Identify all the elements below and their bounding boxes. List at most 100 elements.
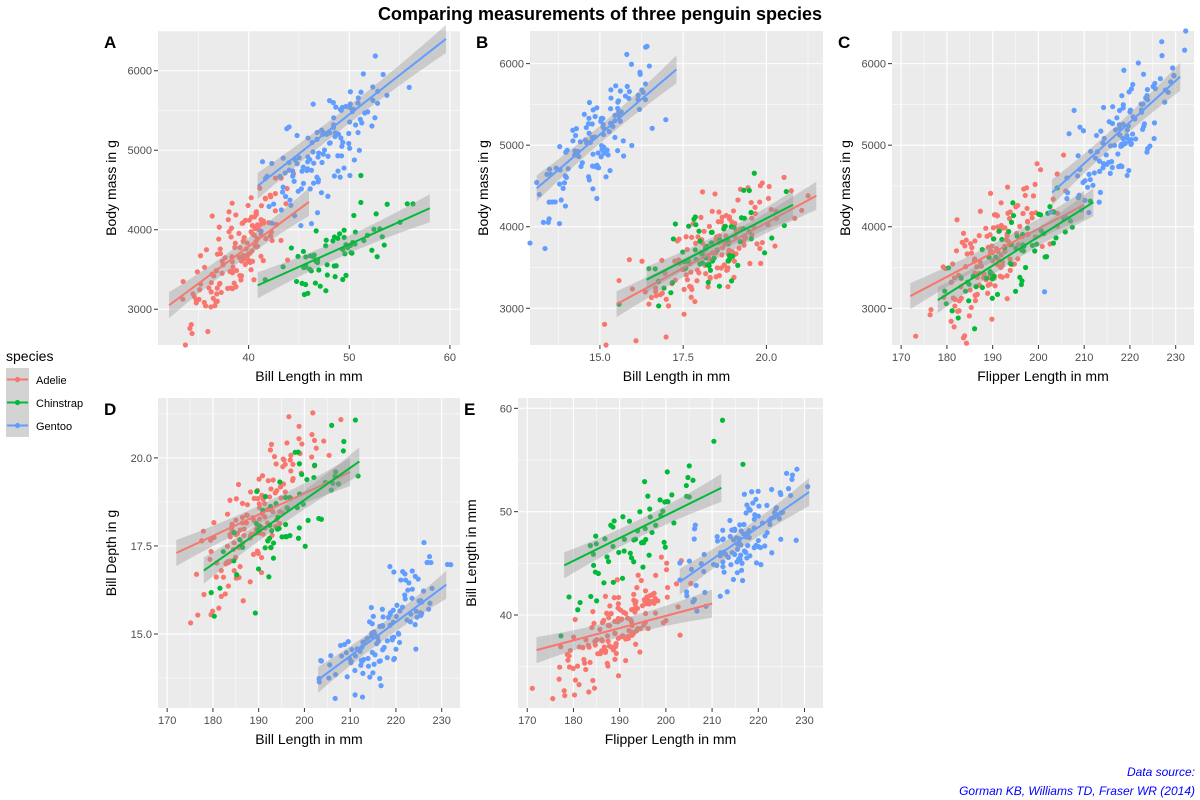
data-point: [304, 476, 310, 483]
data-point: [370, 670, 376, 676]
data-point: [255, 550, 261, 557]
data-point: [586, 644, 592, 650]
data-point: [318, 658, 325, 664]
panel-tag: A: [104, 33, 116, 52]
data-point: [347, 145, 353, 151]
data-point: [296, 525, 302, 531]
data-point: [626, 518, 633, 524]
x-tick-label: 180: [938, 352, 956, 364]
data-point: [421, 539, 427, 546]
data-point: [979, 247, 985, 253]
x-tick-label: 170: [518, 715, 536, 727]
plot-background: [158, 398, 460, 708]
data-point: [311, 437, 318, 443]
data-point: [738, 215, 745, 221]
data-point: [572, 132, 579, 139]
data-point: [612, 656, 618, 662]
data-point: [758, 260, 764, 266]
data-point: [673, 581, 680, 587]
data-point: [730, 208, 737, 214]
data-point: [576, 682, 582, 688]
data-point: [332, 671, 339, 678]
data-point: [612, 134, 618, 141]
data-point: [358, 172, 364, 179]
data-point: [1029, 210, 1035, 217]
data-point: [200, 528, 206, 534]
data-point: [260, 531, 266, 537]
data-point: [727, 517, 733, 524]
data-point: [769, 550, 775, 556]
data-point: [347, 119, 353, 125]
data-point: [745, 542, 751, 549]
data-point: [643, 610, 649, 617]
data-point: [728, 278, 735, 284]
data-point: [642, 289, 648, 295]
data-point: [1170, 65, 1176, 71]
data-point: [1115, 151, 1121, 157]
data-point: [1062, 229, 1068, 235]
data-point: [317, 283, 323, 289]
data-point: [310, 149, 316, 155]
data-point: [277, 520, 283, 527]
data-point: [341, 438, 347, 445]
data-point: [1036, 211, 1042, 217]
y-tick-label: 15.0: [131, 629, 152, 641]
data-point: [217, 585, 223, 591]
data-point: [280, 155, 286, 161]
data-point: [589, 121, 595, 127]
data-point: [639, 603, 646, 609]
data-point: [278, 237, 284, 244]
data-point: [611, 595, 617, 601]
data-point: [788, 492, 794, 499]
data-point: [237, 272, 243, 279]
data-point: [705, 284, 711, 290]
data-point: [327, 662, 333, 668]
data-point: [699, 189, 706, 195]
data-point: [753, 496, 759, 502]
data-point: [1015, 242, 1022, 248]
data-point: [626, 95, 632, 102]
data-point: [1006, 228, 1012, 235]
data-point: [231, 529, 237, 536]
data-point: [270, 540, 277, 546]
data-point: [597, 626, 603, 632]
data-point: [587, 543, 593, 549]
data-point: [1003, 236, 1009, 243]
data-point: [621, 536, 628, 542]
data-point: [527, 240, 533, 246]
data-point: [724, 589, 730, 595]
data-point: [201, 264, 208, 270]
data-point: [967, 287, 973, 293]
data-point: [1037, 167, 1044, 173]
data-point: [208, 289, 214, 295]
data-point: [208, 590, 214, 596]
data-point: [299, 471, 305, 478]
data-point: [748, 209, 754, 216]
data-point: [653, 288, 659, 294]
data-point: [723, 233, 729, 239]
data-point: [218, 593, 224, 600]
data-point: [672, 221, 678, 227]
data-point: [683, 589, 690, 595]
data-point: [727, 533, 733, 540]
y-tick-label: 17.5: [131, 541, 152, 553]
data-point: [1015, 256, 1021, 262]
data-point: [406, 84, 412, 90]
data-point: [316, 679, 322, 685]
data-point: [352, 692, 358, 698]
data-point: [649, 125, 655, 131]
data-point: [210, 608, 216, 614]
data-point: [1126, 167, 1132, 174]
data-point: [570, 665, 576, 672]
x-axis-label: Flipper Length in mm: [605, 731, 737, 747]
data-point: [999, 274, 1005, 280]
data-point: [602, 593, 609, 599]
data-point: [370, 613, 376, 619]
data-point: [714, 265, 720, 271]
data-point: [1066, 131, 1072, 137]
data-point: [572, 677, 579, 683]
data-point: [634, 605, 641, 611]
data-point: [306, 266, 313, 272]
data-point: [761, 250, 768, 256]
data-point: [659, 290, 665, 296]
